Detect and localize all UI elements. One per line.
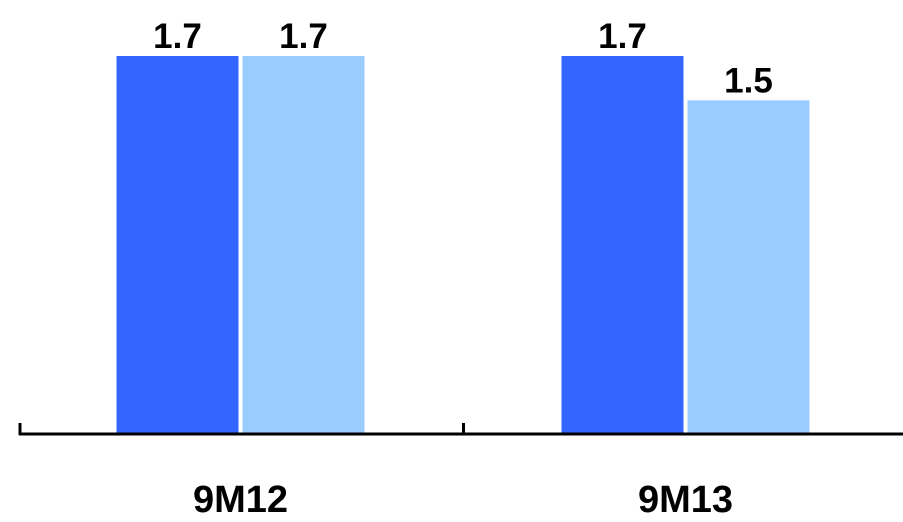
- data-label-9m13-series-1: 1.7: [598, 17, 647, 56]
- x-axis: [18, 423, 903, 436]
- data-label-9m13-series-2: 1.5: [724, 61, 773, 100]
- bar-9m13-series-2: [687, 100, 810, 434]
- x-tick-labels: 9M12 9M13: [193, 479, 733, 521]
- value-labels-layer: 1.7 1.7 1.7 1.5: [153, 17, 773, 100]
- x-tick-label-9m13: 9M13: [638, 479, 733, 517]
- bar-9m12-series-2: [242, 56, 365, 433]
- bars-layer: [116, 56, 810, 434]
- bar-9m13-series-1: [561, 56, 684, 433]
- bar-9m12-series-1: [116, 56, 239, 433]
- x-tick-label-9m12: 9M12: [193, 479, 288, 517]
- data-label-9m12-series-2: 1.7: [279, 17, 328, 56]
- data-label-9m12-series-1: 1.7: [153, 17, 202, 56]
